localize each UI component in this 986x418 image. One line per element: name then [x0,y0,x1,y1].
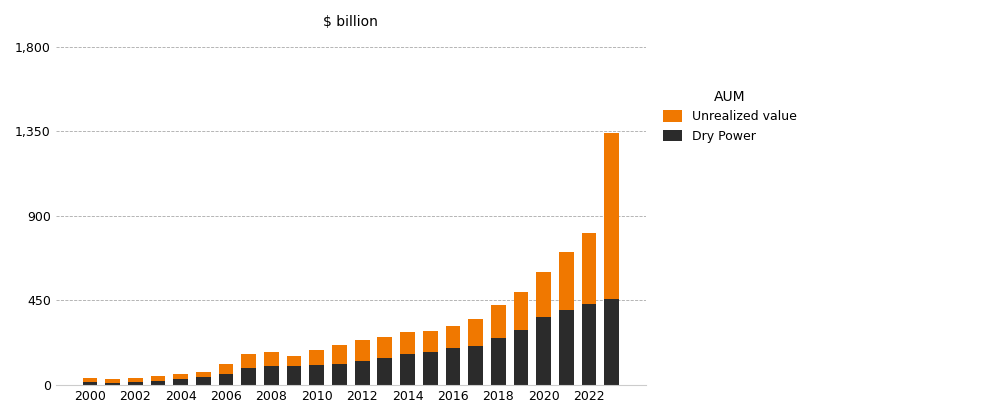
Bar [196,372,211,377]
Bar [355,340,370,361]
Bar [264,352,279,366]
Bar [83,382,98,385]
Bar [332,345,347,364]
Bar [174,374,188,380]
Bar [174,380,188,385]
Bar [468,319,483,346]
Bar [468,346,483,385]
Bar [287,366,302,385]
Bar [106,380,120,383]
Bar [423,331,438,352]
Bar [196,377,211,385]
Bar [128,378,143,382]
Bar [128,382,143,385]
Bar [151,381,166,385]
Legend: Unrealized value, Dry Power: Unrealized value, Dry Power [658,85,802,148]
Bar [378,337,392,358]
Bar [219,364,234,374]
Bar [310,350,324,365]
Bar [423,352,438,385]
Bar [604,133,619,298]
Bar [219,374,234,385]
Bar [242,354,256,368]
Bar [491,305,506,338]
Bar [514,330,528,385]
Title: $ billion: $ billion [323,15,379,29]
Bar [310,365,324,385]
Bar [355,361,370,385]
Bar [559,310,574,385]
Bar [400,332,415,354]
Bar [536,272,551,317]
Bar [446,349,460,385]
Bar [287,356,302,366]
Bar [83,377,98,382]
Bar [242,368,256,385]
Bar [446,326,460,349]
Bar [536,317,551,385]
Bar [378,358,392,385]
Bar [264,366,279,385]
Bar [582,304,597,385]
Bar [491,338,506,385]
Bar [332,364,347,385]
Bar [582,233,597,304]
Bar [106,383,120,385]
Bar [559,252,574,310]
Bar [151,377,166,381]
Bar [514,292,528,330]
Bar [400,354,415,385]
Bar [604,298,619,385]
